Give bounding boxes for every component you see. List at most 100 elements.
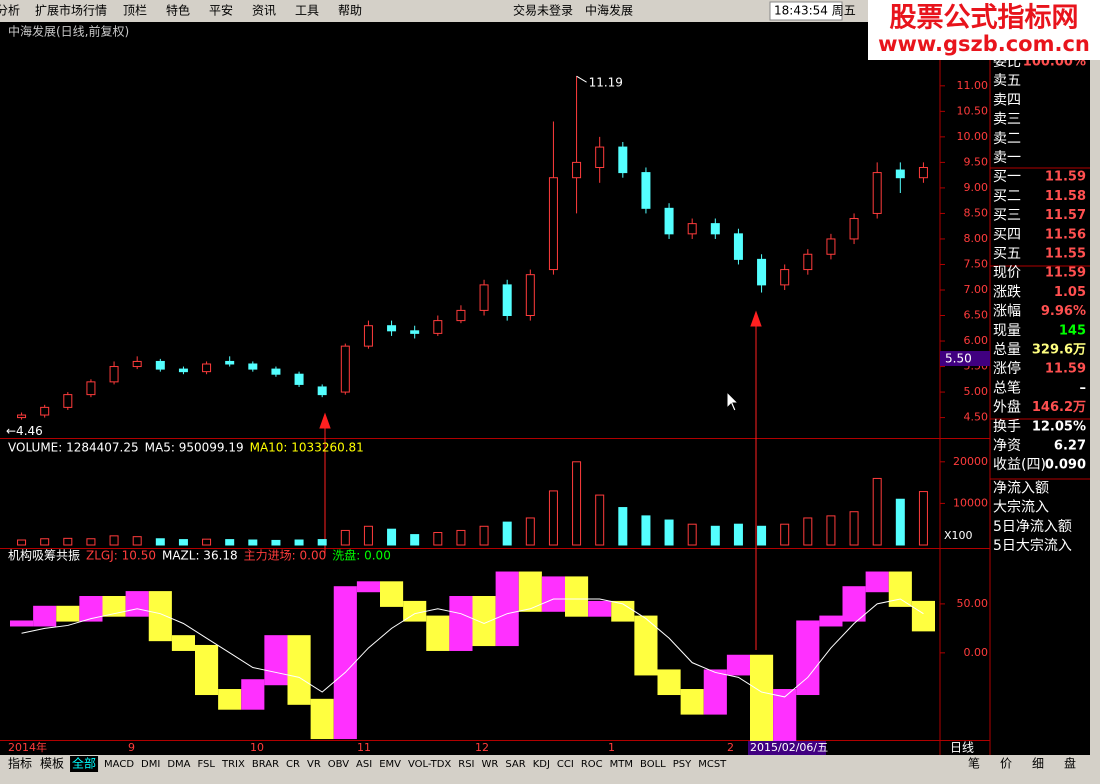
arrow-head	[319, 412, 331, 429]
menu-item[interactable]: 分析	[0, 4, 20, 18]
quote-label: 涨停	[993, 360, 1021, 377]
tab[interactable]: ASI	[356, 759, 372, 770]
quote-value: 11.58	[1045, 189, 1086, 204]
volume-bar	[548, 490, 558, 546]
candle-body	[618, 146, 628, 174]
volume-bar	[202, 538, 212, 546]
tab[interactable]: WR	[482, 759, 499, 770]
volume-bar	[433, 532, 443, 546]
y-tick-label: 8.50	[964, 206, 989, 219]
volume-bar	[225, 539, 235, 546]
menu-item[interactable]: 工具	[295, 4, 319, 18]
volume-bar	[17, 539, 27, 546]
x-tick-label: 9	[128, 741, 135, 754]
period-label: 日线	[950, 741, 974, 755]
high-label: 11.19	[589, 76, 623, 90]
y-tick-label: 0.00	[964, 646, 989, 659]
tab[interactable]: 指标	[8, 756, 32, 771]
volume-bar	[525, 517, 535, 546]
tab[interactable]: TRIX	[221, 759, 245, 770]
tab-icon[interactable]: 盘	[1064, 756, 1076, 771]
tab[interactable]: 模板	[40, 757, 64, 771]
candle-body	[757, 258, 767, 286]
step-block	[472, 596, 496, 647]
tab[interactable]: ROC	[581, 759, 603, 770]
menu-item[interactable]: 顶栏	[123, 3, 147, 18]
candle-body	[780, 269, 790, 286]
tab[interactable]: EMV	[379, 759, 401, 770]
step-block	[10, 620, 34, 627]
tab[interactable]: MCST	[698, 759, 727, 770]
y-tick-label: 8.00	[964, 232, 989, 245]
frame	[0, 22, 1090, 755]
tab[interactable]: BOLL	[640, 759, 666, 770]
step-block	[842, 586, 866, 622]
quote-value: 146.2万	[1032, 400, 1086, 415]
tab[interactable]: SAR	[505, 759, 525, 770]
legend-item: MAZL: 36.18	[162, 549, 238, 563]
step-block	[426, 615, 450, 651]
volume-bar	[109, 535, 119, 546]
y-tick-label: 10.00	[957, 130, 989, 143]
quote-value: 0.090	[1045, 458, 1086, 473]
tab-icon[interactable]: 价	[1000, 757, 1012, 771]
menu-item[interactable]: 资讯	[252, 4, 276, 18]
candle-body	[803, 253, 813, 271]
volume-bar	[317, 539, 327, 546]
step-block	[796, 620, 820, 696]
candle-body	[225, 360, 235, 365]
quote-label: 卖二	[993, 131, 1021, 147]
volume-bar	[733, 523, 743, 546]
tab[interactable]: MACD	[104, 759, 134, 770]
menu-item[interactable]: 特色	[166, 3, 190, 18]
candle-body	[294, 373, 304, 385]
legend-item: 机构吸筹共振	[8, 548, 80, 563]
volume-bar	[895, 498, 905, 546]
volume-bar	[780, 523, 790, 546]
volume-bar	[340, 529, 350, 546]
y-tick-label: 7.00	[964, 283, 989, 296]
legend-item: 洗盘: 0.00	[332, 548, 391, 563]
tab[interactable]: MTM	[610, 759, 633, 770]
volume-bar	[271, 539, 281, 546]
quote-value: 12.05%	[1032, 419, 1086, 434]
candle-body	[433, 320, 443, 334]
tab-icon[interactable]: 细	[1032, 757, 1044, 771]
quote-label: 买二	[993, 188, 1021, 204]
y-tick-label: 10.50	[957, 104, 989, 117]
quote-label: 总笔	[993, 380, 1021, 396]
quote-label: 5日净流入额	[993, 519, 1072, 535]
tab[interactable]: CCI	[557, 759, 574, 770]
tab[interactable]: BRAR	[252, 759, 279, 770]
volume-bar	[618, 507, 628, 546]
tab[interactable]: RSI	[458, 759, 474, 770]
volume-bar	[248, 539, 258, 546]
candle-body	[17, 414, 27, 419]
step-block	[56, 605, 80, 622]
tab[interactable]: FSL	[197, 759, 215, 770]
step-block	[356, 581, 380, 593]
tab[interactable]: DMI	[141, 759, 160, 770]
candle-body	[641, 172, 651, 209]
tab[interactable]: OBV	[328, 759, 349, 770]
tab[interactable]: KDJ	[533, 759, 550, 770]
step-block	[773, 689, 797, 744]
tab[interactable]: VOL-TDX	[408, 759, 451, 770]
step-block	[125, 591, 149, 617]
quote-label: 5日大宗流入	[993, 538, 1072, 554]
candle-body	[664, 207, 674, 235]
tab[interactable]: 全部	[72, 756, 96, 771]
tab[interactable]: VR	[307, 759, 321, 770]
unit-label: X100	[944, 529, 973, 542]
tab[interactable]: PSY	[673, 759, 692, 770]
menu-item[interactable]: 扩展市场行情	[35, 3, 107, 18]
tab[interactable]: DMA	[167, 759, 190, 770]
tab[interactable]: CR	[286, 759, 300, 770]
volume-bar	[294, 539, 304, 546]
menu-item[interactable]: 平安	[209, 3, 233, 18]
step-block	[171, 635, 195, 651]
candle-body	[387, 325, 397, 332]
ma-line	[21, 598, 924, 698]
menu-item[interactable]: 帮助	[338, 4, 362, 18]
tab-icon[interactable]: 笔	[968, 756, 980, 771]
